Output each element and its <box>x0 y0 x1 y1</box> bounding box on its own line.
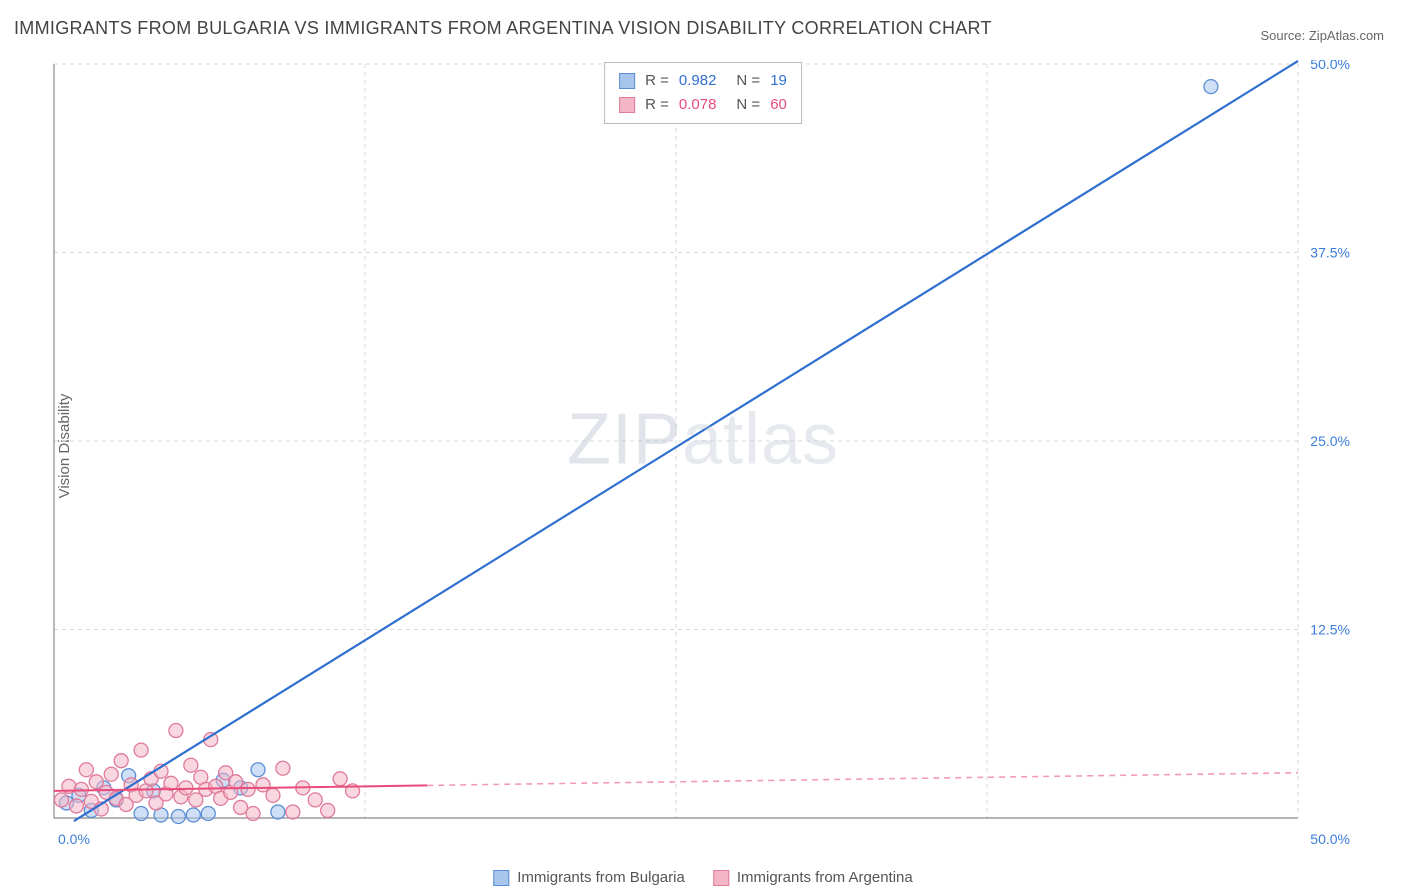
legend-label: Immigrants from Argentina <box>737 869 913 886</box>
legend-item-bulgaria: Immigrants from Bulgaria <box>493 869 685 886</box>
legend-label: Immigrants from Bulgaria <box>517 869 685 886</box>
svg-text:0.0%: 0.0% <box>58 831 90 847</box>
svg-text:50.0%: 50.0% <box>1310 831 1350 847</box>
n-label: N = <box>736 69 760 93</box>
r-label: R = <box>645 93 669 117</box>
series-legend: Immigrants from Bulgaria Immigrants from… <box>493 869 912 886</box>
r-value: 0.078 <box>679 93 717 117</box>
legend-swatch-icon <box>713 870 729 886</box>
svg-text:25.0%: 25.0% <box>1310 433 1350 449</box>
svg-text:50.0%: 50.0% <box>1310 60 1350 72</box>
svg-text:37.5%: 37.5% <box>1310 245 1350 261</box>
chart-title: IMMIGRANTS FROM BULGARIA VS IMMIGRANTS F… <box>14 18 992 39</box>
legend-item-argentina: Immigrants from Argentina <box>713 869 913 886</box>
n-value: 60 <box>770 93 787 117</box>
svg-text:12.5%: 12.5% <box>1310 622 1350 638</box>
legend-swatch-icon <box>619 97 635 113</box>
r-value: 0.982 <box>679 69 717 93</box>
r-label: R = <box>645 69 669 93</box>
legend-row-bulgaria: R = 0.982 N = 19 <box>619 69 787 93</box>
legend-swatch-icon <box>493 870 509 886</box>
source-attribution: Source: ZipAtlas.com <box>1260 28 1384 43</box>
legend-row-argentina: R = 0.078 N = 60 <box>619 93 787 117</box>
n-value: 19 <box>770 69 787 93</box>
correlation-legend: R = 0.982 N = 19 R = 0.078 N = 60 <box>604 62 802 124</box>
chart-plot-area: 12.5% 25.0% 37.5% 50.0% 0.0% 50.0% <box>48 60 1358 850</box>
legend-swatch-icon <box>619 73 635 89</box>
n-label: N = <box>736 93 760 117</box>
scatter-svg: 12.5% 25.0% 37.5% 50.0% 0.0% 50.0% <box>48 60 1358 850</box>
